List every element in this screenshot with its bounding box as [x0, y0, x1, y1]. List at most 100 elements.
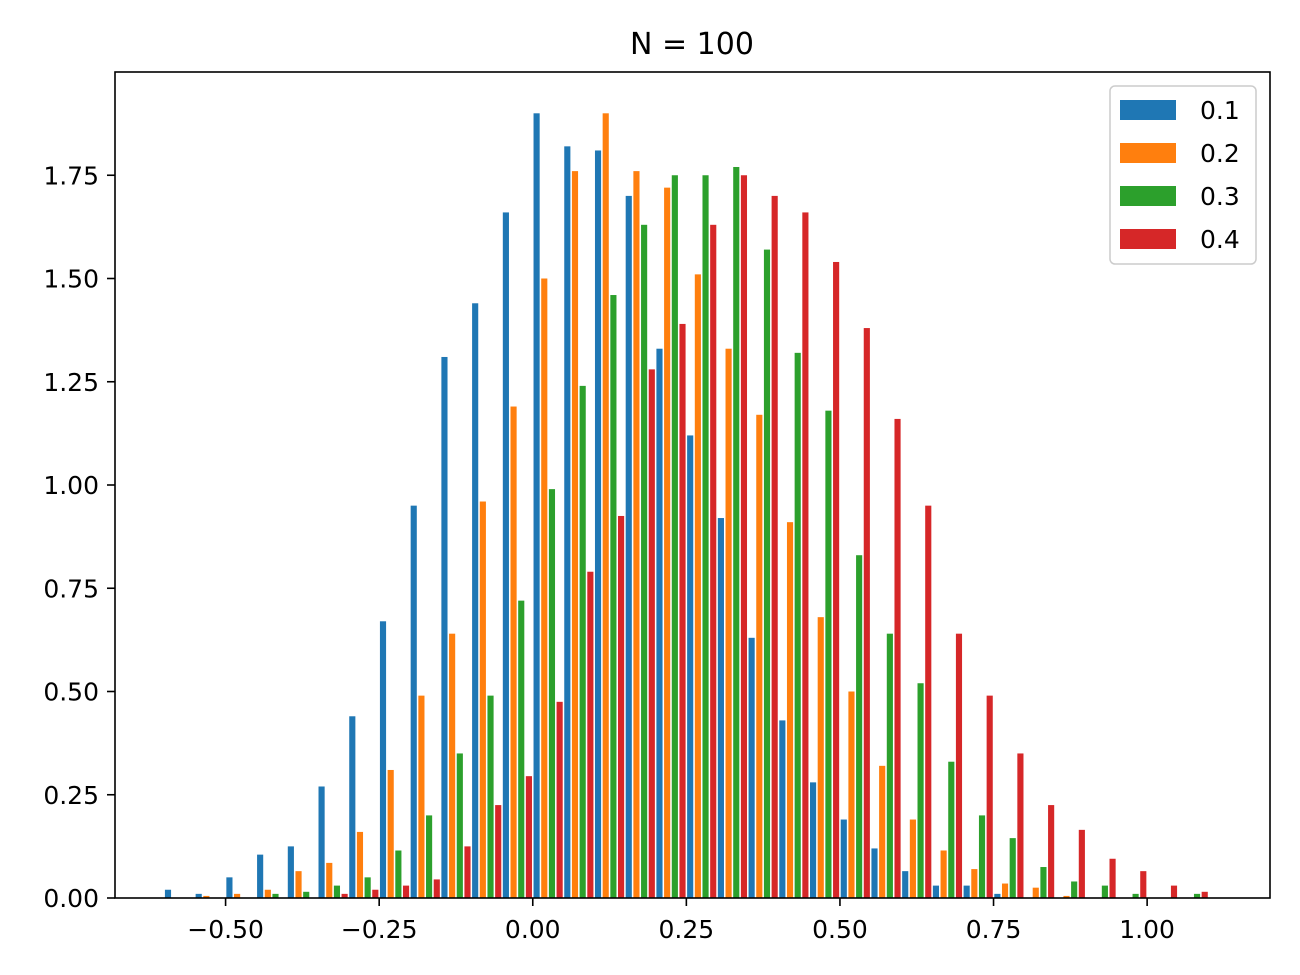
bar-series-0.1-bin-4: [287, 846, 294, 899]
bar-series-0.3-bin-33: [1193, 893, 1201, 898]
bar-series-0.4-bin-11: [525, 776, 532, 898]
y-tick-label: 1.00: [43, 471, 99, 500]
legend-box: [1109, 85, 1257, 265]
bar-series-0.3-bin-8: [426, 815, 433, 898]
bar-series-0.3-bin-5: [333, 885, 341, 898]
y-axis: 0.00 0.25 0.50 0.75 1.00 1.25 1.50 1.75: [43, 161, 115, 913]
bar-series-0.1-bin-22: [840, 819, 847, 898]
x-axis: −0.50 −0.25 0.00 0.25 0.50 0.75 1.00: [187, 898, 1175, 944]
bar-series-0.3-bin-23: [886, 633, 893, 898]
bar-series-0.1-bin-24: [902, 871, 909, 898]
bar-series-0.2-bin-19: [756, 414, 763, 898]
bar-series-0.3-bin-31: [1132, 893, 1139, 898]
bar-series-0.1-bin-8: [410, 505, 417, 898]
bar-series-0.4-bin-29: [1078, 829, 1085, 898]
bar-series-0.3-bin-6: [364, 877, 371, 898]
bar-series-0.3-bin-26: [978, 815, 986, 898]
bar-series-0.1-bin-26: [963, 885, 970, 898]
bar-series-0.4-bin-28: [1048, 805, 1055, 898]
bar-series-0.4-bin-16: [679, 323, 686, 898]
y-tick-label: 1.75: [43, 161, 99, 190]
bar-series-0.3-bin-4: [303, 891, 310, 898]
bar-series-0.3-bin-30: [1101, 885, 1108, 898]
bar-series-0.1-bin-21: [810, 782, 817, 898]
bar-series-0.2-bin-26: [971, 869, 978, 898]
bar-series-0.3-bin-7: [395, 850, 402, 898]
bar-series-0.1-bin-13: [564, 146, 571, 899]
bar-series-0.3-bin-27: [1009, 838, 1016, 898]
bar-series-0.3-bin-29: [1071, 881, 1078, 898]
bar-series-0.1-bin-0: [164, 889, 172, 898]
y-tick-label: 1.25: [43, 368, 99, 397]
bar-series-0.4-bin-19: [771, 195, 778, 898]
bar-series-0.3-bin-20: [794, 352, 801, 899]
bar-series-0.2-bin-12: [541, 278, 548, 898]
bar-series-0.2-bin-10: [479, 501, 486, 898]
y-tick-label: 1.50: [43, 265, 99, 294]
bar-series-0.1-bin-9: [441, 356, 448, 899]
bar-series-0.1-bin-14: [594, 150, 602, 899]
bar-series-0.1-bin-11: [502, 212, 509, 899]
bar-series-0.3-bin-25: [948, 761, 955, 898]
bar-series-0.2-bin-25: [940, 850, 947, 898]
bar-series-0.4-bin-22: [863, 328, 870, 898]
bar-series-0.2-bin-28: [1032, 887, 1039, 898]
bar-series-0.2-bin-11: [510, 406, 517, 898]
bar-series-0.1-bin-6: [349, 716, 356, 898]
bar-series-0.2-bin-17: [694, 274, 701, 898]
bar-series-0.3-bin-3: [272, 893, 279, 898]
bar-series-0.1-bin-17: [687, 435, 694, 898]
legend: 0.1 0.2 0.3 0.4: [1109, 85, 1257, 265]
x-tick-label: 0.00: [505, 915, 561, 944]
bar-series-0.2-bin-27: [1001, 883, 1009, 898]
y-tick-label: 0.50: [43, 678, 99, 707]
x-tick-label: 0.25: [659, 915, 715, 944]
bar-series-0.4-bin-8: [433, 879, 440, 898]
bar-series-0.2-bin-9: [449, 633, 456, 898]
chart-title: N = 100: [630, 27, 754, 62]
bar-series-0.4-bin-14: [618, 515, 625, 898]
bar-layer: [164, 113, 1208, 899]
bar-series-0.4-bin-20: [802, 212, 809, 899]
bar-series-0.1-bin-25: [932, 885, 940, 898]
y-tick-label: 0.75: [43, 574, 99, 603]
bar-series-0.2-bin-29: [1063, 895, 1070, 898]
bar-series-0.4-bin-6: [372, 889, 379, 898]
bar-series-0.3-bin-17: [702, 175, 709, 898]
bar-series-0.2-bin-1: [203, 895, 210, 898]
bar-series-0.3-bin-18: [733, 166, 740, 899]
bar-series-0.4-bin-9: [464, 846, 471, 899]
bar-series-0.4-bin-10: [495, 805, 502, 898]
bar-series-0.3-bin-9: [456, 753, 463, 898]
bar-series-0.2-bin-18: [725, 348, 732, 899]
bar-series-0.2-bin-20: [786, 522, 794, 898]
bar-series-0.1-bin-15: [625, 195, 632, 898]
bar-series-0.4-bin-13: [587, 571, 594, 898]
bar-series-0.4-bin-27: [1017, 753, 1024, 898]
x-tick-label: −0.50: [187, 915, 264, 944]
bar-series-0.4-bin-5: [341, 893, 348, 898]
bar-series-0.3-bin-14: [610, 295, 617, 898]
bar-series-0.4-bin-23: [894, 418, 901, 898]
bar-series-0.2-bin-4: [295, 871, 302, 898]
bar-series-0.3-bin-15: [641, 224, 648, 898]
bar-series-0.2-bin-5: [326, 862, 333, 898]
bar-series-0.4-bin-30: [1109, 858, 1116, 898]
bar-series-0.4-bin-26: [986, 695, 993, 898]
bar-series-0.3-bin-19: [763, 249, 771, 899]
legend-swatch-0.3: [1120, 186, 1176, 206]
bar-series-0.1-bin-10: [472, 303, 479, 898]
bar-series-0.2-bin-14: [602, 113, 609, 899]
bar-series-0.2-bin-7: [387, 769, 394, 898]
bar-series-0.1-bin-16: [656, 348, 663, 899]
x-tick-label: 0.50: [812, 915, 868, 944]
bar-series-0.1-bin-5: [318, 786, 325, 898]
bar-series-0.2-bin-24: [909, 819, 916, 898]
bar-series-0.1-bin-7: [379, 621, 387, 898]
bar-series-0.3-bin-12: [548, 489, 556, 898]
bar-series-0.3-bin-11: [518, 600, 525, 898]
bar-series-0.1-bin-27: [994, 893, 1001, 898]
bar-series-0.3-bin-24: [917, 683, 924, 898]
bar-series-0.2-bin-23: [879, 765, 886, 898]
